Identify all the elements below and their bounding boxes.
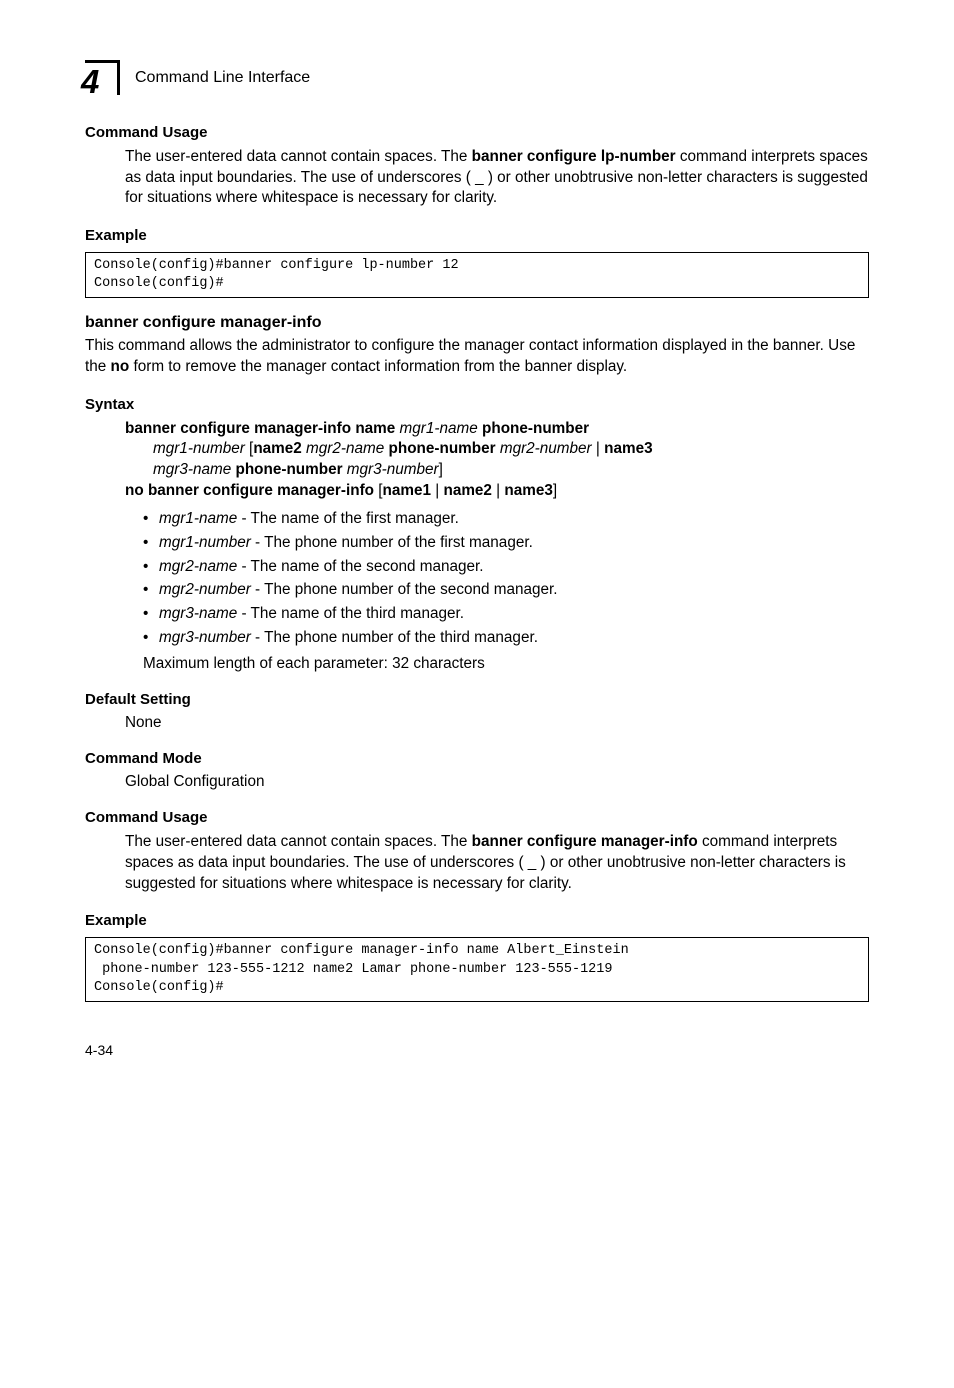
- list-item: mgr3-name - The name of the third manage…: [159, 602, 869, 626]
- syntax-bold: name2: [253, 440, 306, 457]
- syntax-line: mgr3-name phone-number mgr3-number]: [153, 460, 869, 481]
- code-block: Console(config)#banner configure manager…: [85, 937, 869, 1002]
- command-usage-body: The user-entered data cannot contain spa…: [125, 832, 869, 894]
- syntax-bold: no banner configure manager-info: [125, 482, 374, 499]
- syntax-italic: mgr3-number: [347, 461, 439, 478]
- code-block: Console(config)#banner configure lp-numb…: [85, 252, 869, 298]
- param-name: mgr1-name: [159, 510, 237, 527]
- param-name: mgr2-name: [159, 558, 237, 575]
- syntax-bold: banner configure manager-info name: [125, 420, 400, 437]
- param-name: mgr3-name: [159, 605, 237, 622]
- default-setting-heading: Default Setting: [85, 691, 869, 708]
- text-fragment: The user-entered data cannot contain spa…: [125, 148, 472, 165]
- list-item: mgr1-name - The name of the first manage…: [159, 507, 869, 531]
- param-name: mgr3-number: [159, 629, 251, 646]
- syntax-plain: ]: [553, 482, 557, 499]
- text-fragment-bold: banner configure manager-info: [472, 833, 698, 850]
- syntax-block: banner configure manager-info name mgr1-…: [125, 419, 869, 502]
- param-desc: - The phone number of the first manager.: [251, 534, 533, 551]
- param-desc: - The name of the first manager.: [237, 510, 459, 527]
- syntax-bold: phone-number: [231, 461, 347, 478]
- syntax-plain: [: [374, 482, 383, 499]
- command-mode-heading: Command Mode: [85, 750, 869, 767]
- command-usage-heading: Command Usage: [85, 809, 869, 826]
- command-usage-body: The user-entered data cannot contain spa…: [125, 147, 869, 209]
- example-heading: Example: [85, 227, 869, 244]
- chapter-number: 4: [81, 63, 99, 101]
- text-fragment: The user-entered data cannot contain spa…: [125, 833, 472, 850]
- chapter-title: Command Line Interface: [135, 69, 310, 87]
- text-fragment: form to remove the manager contact infor…: [129, 358, 627, 375]
- syntax-italic: mgr1-number: [153, 440, 245, 457]
- param-name: mgr1-number: [159, 534, 251, 551]
- syntax-heading: Syntax: [85, 396, 869, 413]
- command-description: This command allows the administrator to…: [85, 336, 869, 377]
- syntax-italic: mgr2-name: [306, 440, 384, 457]
- page-header: 4 Command Line Interface: [85, 60, 869, 96]
- list-item: mgr3-number - The phone number of the th…: [159, 626, 869, 650]
- syntax-line: no banner configure manager-info [name1 …: [125, 481, 869, 502]
- default-setting-value: None: [125, 714, 869, 732]
- syntax-italic: mgr2-number: [500, 440, 592, 457]
- example-heading: Example: [85, 912, 869, 929]
- list-item: mgr2-name - The name of the second manag…: [159, 555, 869, 579]
- syntax-plain: ]: [439, 461, 443, 478]
- param-desc: - The phone number of the third manager.: [251, 629, 538, 646]
- param-name: mgr2-number: [159, 581, 251, 598]
- syntax-plain: |: [431, 482, 443, 499]
- command-usage-heading: Command Usage: [85, 124, 869, 141]
- command-mode-value: Global Configuration: [125, 773, 869, 791]
- syntax-bold: name1: [383, 482, 431, 499]
- parameter-list: mgr1-name - The name of the first manage…: [159, 507, 869, 649]
- param-desc: - The phone number of the second manager…: [251, 581, 558, 598]
- syntax-line: banner configure manager-info name mgr1-…: [125, 419, 869, 440]
- syntax-plain: |: [492, 482, 504, 499]
- syntax-italic: mgr3-name: [153, 461, 231, 478]
- list-item: mgr2-number - The phone number of the se…: [159, 578, 869, 602]
- page-number: 4-34: [85, 1042, 869, 1058]
- chapter-icon: 4: [85, 60, 121, 96]
- text-fragment-bold: banner configure lp-number: [472, 148, 676, 165]
- syntax-line: mgr1-number [name2 mgr2-name phone-numbe…: [153, 439, 869, 460]
- max-length-note: Maximum length of each parameter: 32 cha…: [143, 655, 869, 673]
- syntax-bold: phone-number: [384, 440, 500, 457]
- param-desc: - The name of the third manager.: [237, 605, 464, 622]
- param-desc: - The name of the second manager.: [237, 558, 483, 575]
- text-fragment-bold: no: [111, 358, 130, 375]
- list-item: mgr1-number - The phone number of the fi…: [159, 531, 869, 555]
- syntax-plain: |: [592, 440, 604, 457]
- syntax-italic: mgr1-name: [400, 420, 478, 437]
- syntax-bold: name3: [604, 440, 652, 457]
- syntax-bold: name2: [443, 482, 491, 499]
- syntax-bold: phone-number: [478, 420, 589, 437]
- syntax-bold: name3: [504, 482, 552, 499]
- command-heading: banner configure manager-info: [85, 314, 869, 332]
